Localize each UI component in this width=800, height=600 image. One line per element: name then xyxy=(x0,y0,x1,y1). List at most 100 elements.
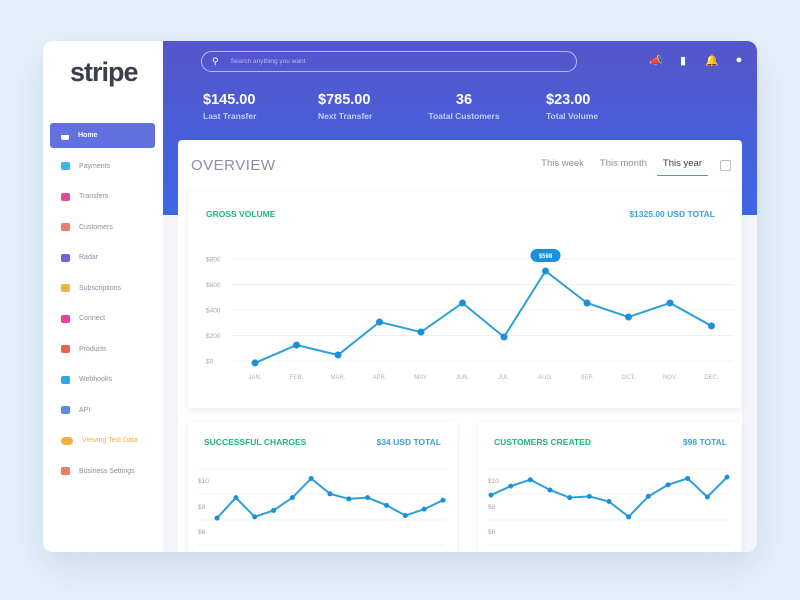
y-tick-label: $0 xyxy=(206,359,214,366)
x-tick-label: SEP. xyxy=(581,375,594,381)
sidebar-item-webhooks[interactable]: Webhooks xyxy=(50,367,155,392)
sidebar-item-label: Transfers xyxy=(79,193,109,200)
x-tick-label: AUG. xyxy=(538,375,553,381)
sidebar-item-connect[interactable]: Connect xyxy=(50,306,155,331)
toggle-icon xyxy=(61,436,73,445)
data-point xyxy=(233,495,239,501)
transfers-icon xyxy=(61,192,70,201)
radar-icon xyxy=(61,253,70,262)
x-tick-label: APR. xyxy=(372,375,386,381)
sidebar-item-transfers[interactable]: Transfers xyxy=(50,184,155,209)
x-tick-label: FEB. xyxy=(290,375,304,381)
tab-this-month[interactable]: This month xyxy=(599,158,647,169)
data-point xyxy=(293,341,300,349)
settings-icon xyxy=(61,467,70,475)
sidebar-item-label: Connect xyxy=(79,315,106,322)
tab-this-week[interactable]: This week xyxy=(541,158,584,169)
x-tick-label: NOV. xyxy=(663,375,677,381)
sidebar-item-api[interactable]: API xyxy=(50,398,155,423)
chart-title: CUSTOMERS CREATED xyxy=(494,437,591,447)
overview-title: OVERVIEW xyxy=(191,157,276,174)
subscriptions-icon xyxy=(61,284,70,292)
sidebar-nav: Home Payments Transfers Customers Radar Subsc… xyxy=(50,123,155,489)
data-point xyxy=(346,496,352,502)
calendar-icon[interactable] xyxy=(720,160,731,171)
stripe-logo: stripe xyxy=(70,57,139,87)
megaphone-icon[interactable]: 📣 xyxy=(649,55,663,67)
chart-title: SUCCESSFUL CHARGES xyxy=(204,437,307,447)
data-point xyxy=(527,477,533,483)
sidebar-item-customers[interactable]: Customers xyxy=(50,215,155,240)
sidebar-item-label: Payments xyxy=(79,162,111,170)
tooltip-label: $598 xyxy=(539,254,553,260)
data-point xyxy=(252,514,258,520)
sidebar-item-label: Subscriptions xyxy=(79,284,122,292)
sidebar-item-label: Home xyxy=(78,132,98,139)
sidebar: stripe Home Payments Transfers Customers Rad… xyxy=(43,41,163,552)
data-point xyxy=(308,475,314,481)
data-point xyxy=(327,491,333,497)
customers-created-chart: $6 $8 $10 xyxy=(488,468,730,546)
home-icon xyxy=(61,132,69,140)
sidebar-item-business-settings[interactable]: Business Settings xyxy=(50,459,155,484)
y-tick-label: $10 xyxy=(488,478,499,485)
connect-icon xyxy=(61,314,70,323)
search-bar[interactable]: ⚲ xyxy=(201,51,577,72)
x-tick-label: MAR. xyxy=(331,375,346,381)
x-tick-label: JAN. xyxy=(248,375,261,381)
sidebar-item-label: Customers xyxy=(79,223,113,231)
data-point xyxy=(488,492,494,498)
payments-icon xyxy=(61,162,70,170)
series-line xyxy=(254,269,712,364)
data-point xyxy=(440,497,446,503)
stat-label: Last Transfer xyxy=(203,111,257,121)
data-point xyxy=(500,333,508,341)
bell-icon[interactable]: 🔔 xyxy=(705,55,719,67)
data-point xyxy=(583,299,591,307)
sidebar-item-products[interactable]: Products xyxy=(50,337,155,362)
data-point xyxy=(704,494,710,500)
x-tick-label: DEC. xyxy=(704,375,719,381)
data-point xyxy=(334,351,342,359)
book-icon[interactable]: ▮ xyxy=(679,55,687,67)
stat-last-transfer: $145.00 Last Transfer xyxy=(203,92,256,121)
customers-created-card: CUSTOMERS CREATED $98 TOTAL $6 $8 $10 xyxy=(478,422,741,552)
series-line xyxy=(490,476,728,519)
successful-charges-chart: $6 $8 $10 xyxy=(198,468,446,546)
gross-volume-card: GROSS VOLUME $1325.00 USD TOTAL $0 $200 $4… xyxy=(188,192,741,408)
sidebar-item-home[interactable]: Home xyxy=(50,123,155,148)
y-tick-label: $10 xyxy=(198,478,209,485)
data-point xyxy=(586,493,592,499)
data-point xyxy=(666,299,674,307)
stat-value: $785.00 xyxy=(318,92,371,108)
stat-label: Total Volume xyxy=(546,111,599,121)
stat-value: 36 xyxy=(455,92,473,108)
data-point xyxy=(567,495,573,501)
x-tick-label: OCT. xyxy=(622,375,636,381)
chart-total: $1325.00 USD TOTAL xyxy=(629,209,715,219)
chart-title: GROSS VOLUME xyxy=(206,209,276,219)
chart-total: $34 USD TOTAL xyxy=(376,437,441,447)
sidebar-item-viewing-test-data[interactable]: Viewing Test Data xyxy=(50,428,155,453)
sidebar-item-payments[interactable]: Payments xyxy=(50,154,155,179)
data-point xyxy=(402,513,408,519)
products-icon xyxy=(61,345,70,353)
x-tick-label: JUN. xyxy=(456,375,470,381)
data-point xyxy=(365,495,371,501)
data-point xyxy=(459,299,466,307)
sidebar-item-subscriptions[interactable]: Subscriptions xyxy=(50,276,155,301)
y-tick-label: $8 xyxy=(488,504,496,511)
sidebar-item-label: Business Settings xyxy=(79,467,135,475)
sidebar-item-label: Products xyxy=(79,345,107,353)
x-tick-label: JUL. xyxy=(498,375,511,381)
tab-this-year[interactable]: This year xyxy=(656,158,708,176)
data-point xyxy=(421,506,427,512)
user-avatar-icon[interactable]: ● xyxy=(735,54,743,66)
chart-total: $98 TOTAL xyxy=(682,437,727,447)
stat-value: $145.00 xyxy=(203,92,256,108)
sidebar-item-label: Webhooks xyxy=(79,376,112,383)
search-input[interactable] xyxy=(230,58,531,65)
sidebar-item-radar[interactable]: Radar xyxy=(50,245,155,270)
successful-charges-card: SUCCESSFUL CHARGES $34 USD TOTAL $6 $8 $10 xyxy=(188,422,457,552)
y-tick-label: $200 xyxy=(206,333,221,340)
